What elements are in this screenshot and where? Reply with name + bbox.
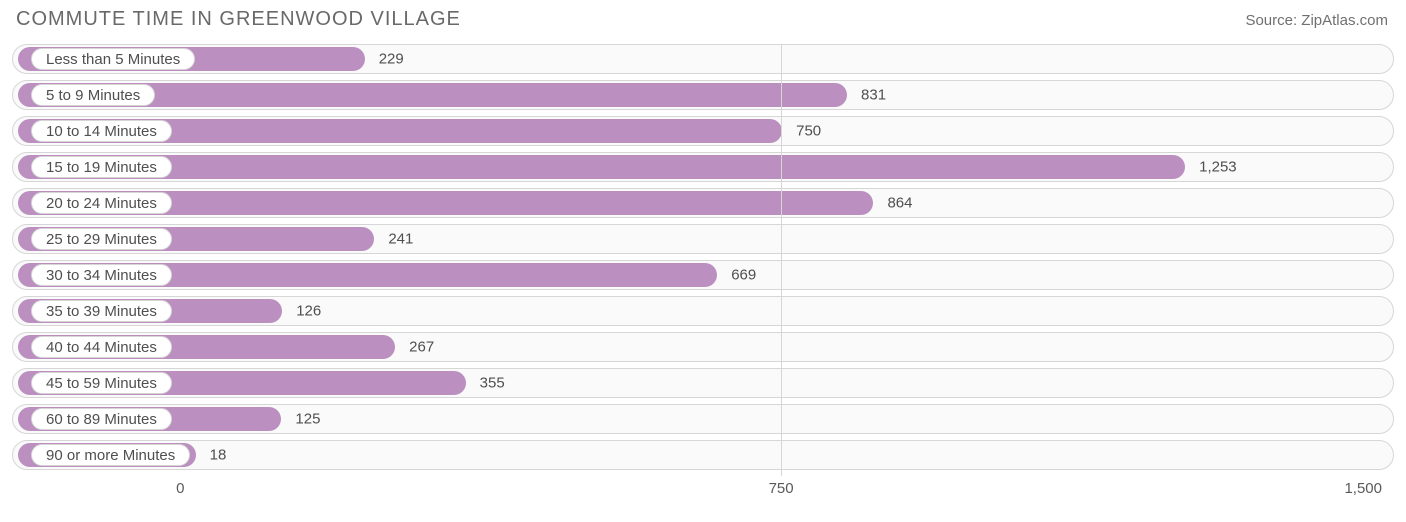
x-tick-label: 1,500 [1344, 480, 1382, 497]
category-pill: 35 to 39 Minutes [31, 300, 172, 322]
value-label: 750 [796, 123, 821, 140]
bar-track: 35 to 39 Minutes 126 [12, 296, 1394, 326]
value-label: 229 [379, 51, 404, 68]
bar-track: 90 or more Minutes 18 [12, 440, 1394, 470]
x-tick-label: 0 [176, 480, 184, 497]
category-label: 15 to 19 Minutes [46, 159, 157, 176]
category-label: 5 to 9 Minutes [46, 87, 140, 104]
category-pill: 25 to 29 Minutes [31, 228, 172, 250]
value-label: 241 [388, 231, 413, 248]
category-label: 40 to 44 Minutes [46, 339, 157, 356]
bar-track: 60 to 89 Minutes 125 [12, 404, 1394, 434]
category-label: 35 to 39 Minutes [46, 303, 157, 320]
value-label: 669 [731, 267, 756, 284]
category-pill: 5 to 9 Minutes [31, 84, 155, 106]
bar-track: 30 to 34 Minutes 669 [12, 260, 1394, 290]
category-pill: 90 or more Minutes [31, 444, 190, 466]
value-label: 831 [861, 87, 886, 104]
category-label: 25 to 29 Minutes [46, 231, 157, 248]
value-label: 1,253 [1199, 159, 1237, 176]
value-label: 125 [295, 411, 320, 428]
x-axis: 0 750 1,500 [12, 476, 1394, 502]
category-label: 90 or more Minutes [46, 447, 175, 464]
bar-track: 45 to 59 Minutes 355 [12, 368, 1394, 398]
category-pill: 20 to 24 Minutes [31, 192, 172, 214]
category-label: 20 to 24 Minutes [46, 195, 157, 212]
category-pill: 40 to 44 Minutes [31, 336, 172, 358]
value-label: 355 [480, 375, 505, 392]
category-label: 10 to 14 Minutes [46, 123, 157, 140]
value-label: 864 [887, 195, 912, 212]
bar-rows-container: Less than 5 Minutes 229 5 to 9 Minutes 831 1… [12, 44, 1394, 476]
category-pill: 10 to 14 Minutes [31, 120, 172, 142]
category-pill: 60 to 89 Minutes [31, 408, 172, 430]
x-tick-label: 750 [769, 480, 794, 497]
category-pill: 45 to 59 Minutes [31, 372, 172, 394]
bar-track: 25 to 29 Minutes 241 [12, 224, 1394, 254]
bar-fill [18, 155, 1185, 179]
bar-track: 5 to 9 Minutes 831 [12, 80, 1394, 110]
category-pill: 30 to 34 Minutes [31, 264, 172, 286]
bar-track: 20 to 24 Minutes 864 [12, 188, 1394, 218]
category-pill: Less than 5 Minutes [31, 48, 195, 70]
value-label: 18 [210, 447, 227, 464]
bar-track: 40 to 44 Minutes 267 [12, 332, 1394, 362]
category-label: 45 to 59 Minutes [46, 375, 157, 392]
source-attribution: Source: ZipAtlas.com [1245, 12, 1388, 29]
chart-plot-area: Less than 5 Minutes 229 5 to 9 Minutes 831 1… [12, 44, 1394, 502]
category-label: 30 to 34 Minutes [46, 267, 157, 284]
category-label: Less than 5 Minutes [46, 51, 180, 68]
bar-track: 15 to 19 Minutes 1,253 [12, 152, 1394, 182]
category-label: 60 to 89 Minutes [46, 411, 157, 428]
bar-track: 10 to 14 Minutes 750 [12, 116, 1394, 146]
value-label: 267 [409, 339, 434, 356]
value-label: 126 [296, 303, 321, 320]
chart-title: COMMUTE TIME IN GREENWOOD VILLAGE [16, 8, 461, 31]
bar-track: Less than 5 Minutes 229 [12, 44, 1394, 74]
category-pill: 15 to 19 Minutes [31, 156, 172, 178]
